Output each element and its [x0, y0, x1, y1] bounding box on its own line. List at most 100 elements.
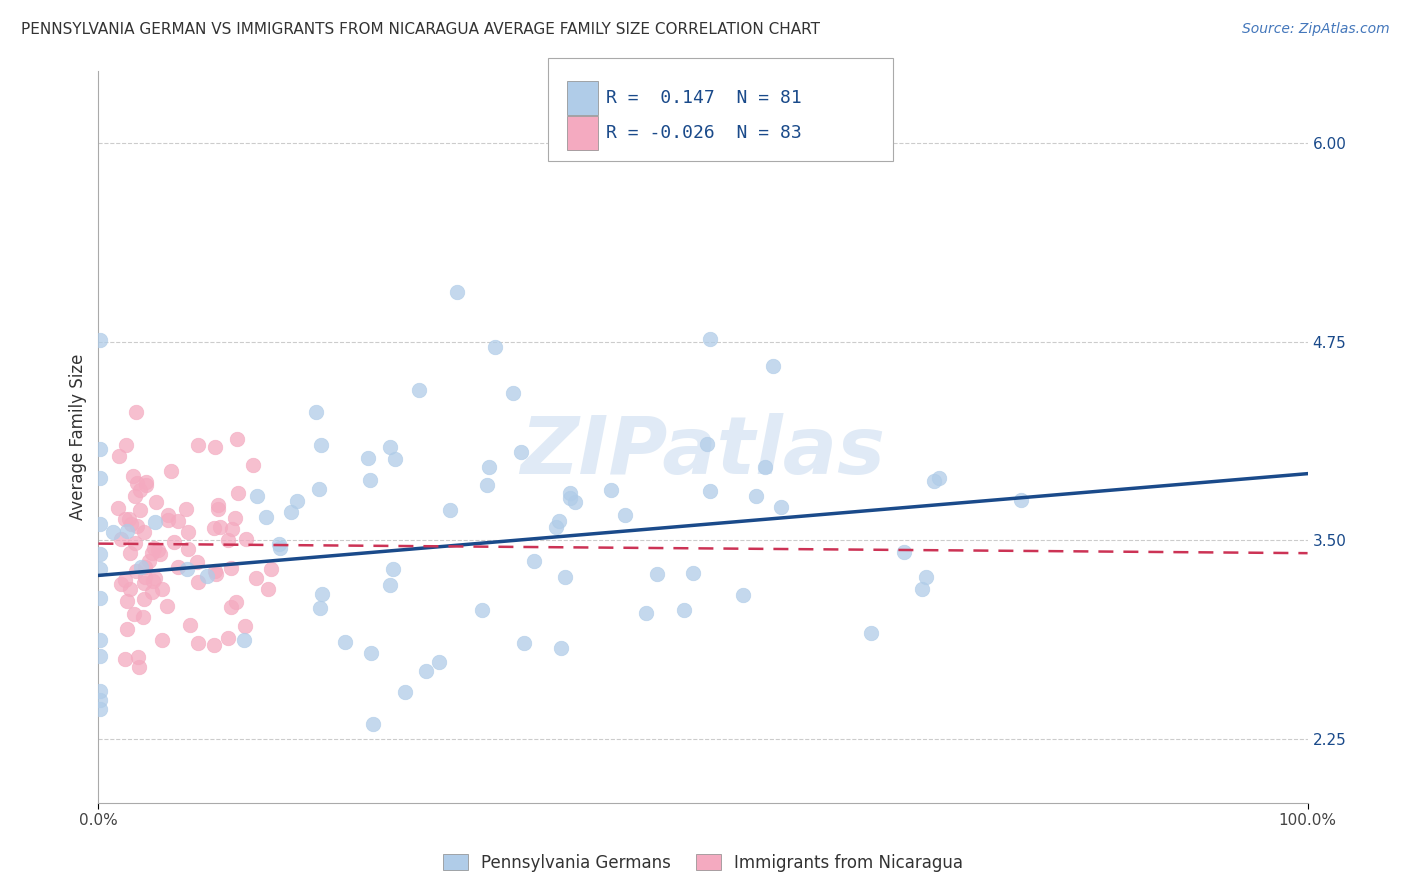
Point	[156, 599, 179, 613]
Point	[120, 546, 142, 560]
Point	[600, 483, 623, 498]
Point	[107, 449, 129, 463]
Point	[89, 702, 111, 716]
Point	[269, 541, 291, 556]
Point	[142, 574, 165, 588]
Point	[114, 652, 136, 666]
Point	[127, 650, 149, 665]
Point	[120, 516, 142, 531]
Point	[124, 489, 146, 503]
Point	[174, 502, 197, 516]
Point	[156, 508, 179, 523]
Point	[225, 432, 247, 446]
Point	[560, 486, 582, 500]
Point	[134, 560, 156, 574]
Point	[131, 559, 153, 574]
Point	[232, 632, 254, 647]
Point	[554, 569, 576, 583]
Point	[124, 536, 146, 550]
Point	[118, 582, 141, 597]
Point	[89, 442, 111, 457]
Point	[204, 565, 226, 579]
Point	[221, 560, 243, 574]
Point	[128, 660, 150, 674]
Point	[361, 716, 384, 731]
Point	[381, 562, 404, 576]
Point	[143, 541, 166, 555]
Point	[221, 522, 243, 536]
Point	[928, 470, 950, 484]
Point	[754, 460, 776, 475]
Point	[762, 359, 785, 374]
Point	[110, 532, 132, 546]
Point	[179, 617, 201, 632]
Point	[177, 524, 200, 539]
Point	[614, 508, 637, 523]
Point	[280, 505, 302, 519]
Point	[138, 554, 160, 568]
Point	[129, 503, 152, 517]
Point	[477, 478, 499, 492]
Point	[89, 471, 111, 485]
Point	[207, 498, 229, 512]
Point	[699, 484, 721, 499]
Point	[745, 489, 768, 503]
Point	[645, 566, 668, 581]
Point	[187, 636, 209, 650]
Point	[177, 542, 200, 557]
Point	[152, 582, 174, 596]
Point	[114, 511, 136, 525]
Point	[242, 458, 264, 473]
Point	[233, 619, 256, 633]
Y-axis label: Average Family Size: Average Family Size	[69, 354, 87, 520]
Point	[217, 533, 239, 547]
Point	[150, 632, 173, 647]
Point	[682, 566, 704, 580]
Point	[125, 564, 148, 578]
Point	[769, 500, 792, 515]
Point	[207, 501, 229, 516]
Point	[122, 607, 145, 621]
Point	[89, 693, 111, 707]
Point	[357, 450, 380, 465]
Point	[673, 603, 696, 617]
Point	[359, 473, 381, 487]
Point	[132, 591, 155, 606]
Point	[380, 578, 402, 592]
Point	[89, 684, 111, 698]
Point	[217, 631, 239, 645]
Point	[478, 460, 501, 475]
Point	[208, 520, 231, 534]
Point	[564, 495, 586, 509]
Point	[439, 503, 461, 517]
Point	[89, 334, 111, 348]
Point	[134, 576, 156, 591]
Point	[915, 569, 938, 583]
Point	[893, 545, 915, 559]
Point	[254, 510, 277, 524]
Point	[550, 640, 572, 655]
Point	[259, 562, 281, 576]
Point	[235, 532, 257, 546]
Text: R = -0.026  N = 83: R = -0.026 N = 83	[606, 124, 801, 142]
Point	[333, 634, 356, 648]
Point	[114, 573, 136, 587]
Legend: Pennsylvania Germans, Immigrants from Nicaragua: Pennsylvania Germans, Immigrants from Ni…	[436, 847, 970, 879]
Point	[860, 626, 883, 640]
Point	[384, 451, 406, 466]
Point	[245, 570, 267, 584]
Point	[204, 567, 226, 582]
Point	[922, 474, 945, 488]
Point	[141, 545, 163, 559]
Point	[408, 384, 430, 398]
Point	[548, 514, 571, 528]
Point	[380, 440, 402, 454]
Point	[1010, 492, 1032, 507]
Point	[394, 685, 416, 699]
Point	[305, 405, 328, 419]
Point	[197, 569, 219, 583]
Point	[699, 332, 721, 346]
Point	[115, 594, 138, 608]
Point	[115, 623, 138, 637]
Point	[245, 489, 267, 503]
